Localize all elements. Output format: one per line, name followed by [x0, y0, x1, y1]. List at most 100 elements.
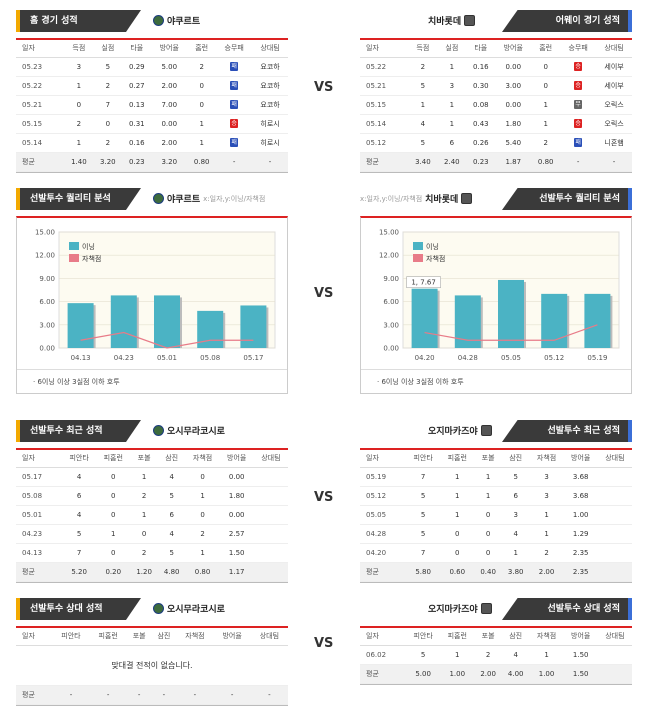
result-cell: 승	[560, 76, 597, 96]
average-cell: 0.80	[187, 152, 217, 172]
bar	[110, 295, 137, 348]
bar	[411, 288, 438, 348]
vs-label: VS	[314, 286, 334, 301]
table-cell: 1.00	[563, 505, 598, 525]
column-header: 타율	[466, 40, 496, 58]
table-cell: 5	[62, 524, 97, 544]
table-cell: 1.50	[219, 543, 254, 563]
table-cell: 0	[187, 76, 217, 96]
average-cell: -	[250, 685, 288, 705]
table-cell: 7.00	[151, 95, 188, 115]
team-emblem-icon	[461, 193, 473, 204]
empty-row: 맞대결 전적이 없습니다.	[16, 645, 288, 686]
average-cell: 3.20	[151, 152, 188, 172]
table-cell: 04.13	[16, 543, 63, 563]
result-cell: 승	[216, 114, 253, 134]
table-row: 05.12 5 6 0.26 5.40 2 패 니혼햄	[360, 133, 632, 153]
x-tick-label: 05.01	[157, 354, 177, 362]
table-cell: 0.29	[122, 57, 152, 77]
y-tick-label: 9.00	[383, 275, 399, 283]
table-cell: 5	[408, 76, 438, 96]
table-header-row: 일자 피안타 피홈런 포볼 삼진 자책점 방어율 상대팀	[16, 628, 288, 646]
table-cell: 0.43	[466, 114, 496, 134]
table-cell	[597, 645, 632, 665]
result-icon: 패	[574, 138, 583, 147]
away-recent-tab: 어웨이 경기 성적	[502, 10, 632, 32]
table-cell: 7	[406, 467, 441, 487]
away-pitcher-label: 오지마카즈야	[428, 602, 492, 615]
table-header-row: 일자 득점 실점 타율 방어율 홈런 승무패 상대팀	[360, 40, 632, 58]
table-cell: 05.15	[16, 114, 65, 134]
average-cell: 0.20	[96, 562, 131, 582]
away-pitcher-vs-tab: 선발투수 상대 성적	[502, 598, 632, 620]
y-tick-label: 6.00	[39, 298, 55, 306]
table-cell: 0	[187, 95, 217, 115]
result-icon: 패	[230, 81, 239, 90]
table-cell: 1	[187, 133, 217, 153]
home-quality-chart: 0.00 3.00 6.00 9.00 12.00 15.00 04.13 04.23 05.0…	[16, 216, 288, 394]
table-cell	[597, 467, 632, 487]
table-cell	[253, 543, 288, 563]
table-cell: 5	[93, 57, 123, 77]
average-cell: 평균	[16, 685, 53, 705]
table-cell: 히로시	[252, 114, 288, 134]
table-cell: 0.00	[219, 467, 254, 487]
x-tick-label: 05.05	[501, 354, 521, 362]
table-cell: 5	[157, 486, 186, 506]
table-cell: 0.00	[495, 95, 532, 115]
table-cell	[253, 505, 288, 525]
average-cell: 평균	[360, 664, 407, 684]
table-cell: 2.35	[563, 543, 598, 563]
table-cell: 3.68	[563, 467, 598, 487]
average-cell: 4.00	[501, 664, 530, 684]
y-tick-label: 0.00	[39, 345, 55, 353]
quality-note: · 6이닝 이상 3실점 이하 호투	[17, 369, 287, 393]
column-header: 상대팀	[252, 40, 288, 58]
table-row: 04.13 7 0 2 5 1 1.50	[16, 543, 288, 563]
pitcher-vs-title: 선발투수 상대 성적	[30, 604, 103, 614]
column-header: 포볼	[474, 450, 502, 468]
table-cell: 오릭스	[596, 114, 632, 134]
table-cell: 05.17	[16, 467, 63, 487]
table-cell: 05.12	[360, 133, 409, 153]
home-team-name: 야쿠르트	[167, 195, 201, 205]
table-cell: 2	[531, 133, 561, 153]
x-tick-label: 05.12	[544, 354, 564, 362]
column-header: 상대팀	[597, 628, 632, 646]
vs-label: VS	[314, 636, 334, 651]
x-tick-label: 05.19	[587, 354, 607, 362]
quality-title: 선발투수 퀄리티 분석	[30, 194, 111, 204]
table-cell: 1	[529, 645, 564, 665]
average-row: 평균 3.40 2.40 0.23 1.87 0.80- -	[360, 152, 632, 172]
table-cell: 1	[440, 505, 475, 525]
away-recent-table: 일자 득점 실점 타율 방어율 홈런 승무패 상대팀 05.22 2 1 0.16 0.00 0 승 세이부 0…	[360, 38, 632, 173]
table-cell: 1	[529, 524, 564, 544]
away-pitcher-recent-panel: 오지마카즈야 선발투수 최근 성적 일자 피안타 피홈런 포볼 삼진 자책점 방어율 상대팀 0…	[360, 420, 632, 583]
table-cell: 04.28	[360, 524, 407, 544]
average-cell: 1.40	[64, 152, 94, 172]
result-icon: 승	[574, 81, 583, 90]
average-cell: -	[596, 152, 632, 172]
table-cell: 6	[437, 133, 467, 153]
result-cell: 패	[216, 133, 253, 153]
table-cell: 니혼햄	[596, 133, 632, 153]
table-cell: 0	[440, 543, 475, 563]
column-header: 홈런	[187, 40, 217, 58]
home-pitcher-vs-panel: 선발투수 상대 성적 오시무라코시로 일자 피안타 피홈런 포볼 삼진 자책점 방어율 상대팀…	[16, 598, 288, 706]
table-row: 05.14 1 2 0.16 2.00 1 패 히로시	[16, 133, 288, 153]
average-cell: 평균	[360, 152, 409, 172]
away-team-name: 치바롯데	[425, 195, 459, 205]
table-cell: 0	[96, 543, 131, 563]
average-cell: 2.35	[563, 562, 598, 582]
table-cell: 요코하	[252, 76, 288, 96]
table-cell: 0.00	[151, 114, 188, 134]
team-emblem-icon	[464, 15, 476, 26]
column-header: 포볼	[126, 628, 152, 646]
table-cell: 1	[130, 505, 158, 525]
table-row: 05.05 5 1 0 3 1 1.00	[360, 505, 632, 525]
table-cell: 1.80	[495, 114, 532, 134]
table-cell: 5	[406, 524, 441, 544]
column-header: 포볼	[130, 450, 158, 468]
home-recent-table: 일자 득점 실점 타율 방어율 홈런 승무패 상대팀 05.23 3 5 0.29 5.00 2 패 요코하 0…	[16, 38, 288, 173]
